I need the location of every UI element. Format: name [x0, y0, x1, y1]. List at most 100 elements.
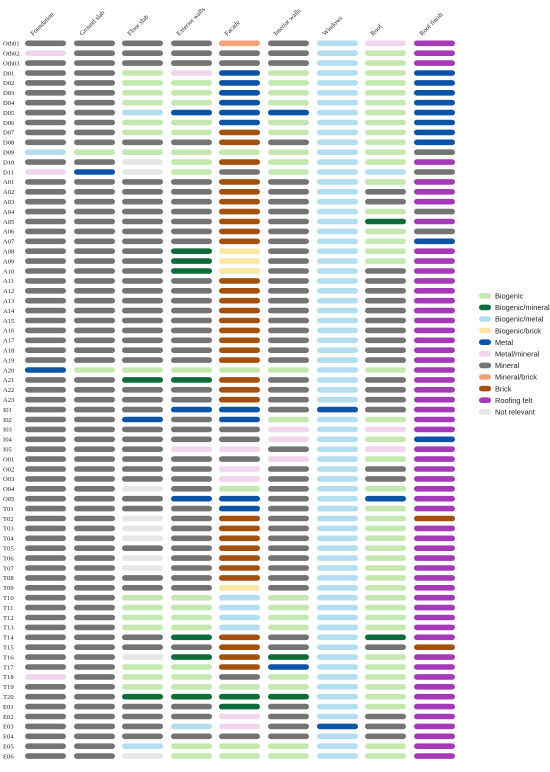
heatmap-cell	[365, 327, 406, 334]
heatmap-cell	[74, 575, 115, 581]
heatmap-cell	[219, 644, 260, 650]
heatmap-cell	[25, 594, 66, 601]
heatmap-cell	[365, 426, 406, 433]
heatmap-cell	[268, 624, 309, 631]
heatmap-cell	[122, 90, 163, 96]
heatmap-cell	[171, 416, 212, 423]
row-label: A23	[3, 397, 15, 404]
heatmap-cell	[25, 198, 66, 205]
row-labels: Oth01 Oth02 Oth03 D01 D02 D03 D04 D05 D06 D07 D08 D…	[3, 41, 20, 761]
row-label: D02	[3, 80, 14, 87]
heatmap-cell	[365, 278, 406, 284]
legend-label: Biogenic/metal	[495, 315, 544, 324]
heatmap-cell	[268, 505, 309, 512]
heatmap-cell	[365, 70, 406, 76]
heatmap-cell	[414, 337, 455, 344]
row-label: D01	[3, 70, 14, 77]
heatmap-cell	[171, 189, 212, 195]
heatmap-cell	[219, 515, 260, 522]
heatmap-cell	[25, 466, 66, 472]
heatmap-cell	[317, 733, 358, 740]
heatmap-cell	[122, 347, 163, 353]
heatmap-cell	[74, 90, 115, 96]
heatmap-cell	[171, 733, 212, 740]
heatmap-cell	[74, 684, 115, 690]
heatmap-cell	[365, 624, 406, 631]
heatmap-cell	[317, 644, 358, 650]
heatmap-cell	[268, 545, 309, 551]
heatmap-cell	[122, 644, 163, 650]
heatmap-cell	[268, 426, 309, 433]
heatmap-cell	[414, 723, 455, 730]
heatmap-cell	[365, 505, 406, 512]
heatmap-cell	[25, 733, 66, 740]
column-header: Facade	[223, 19, 241, 37]
heatmap-cell	[365, 337, 406, 344]
heatmap-cell	[365, 149, 406, 155]
heatmap-cell	[25, 535, 66, 542]
heatmap-cell	[74, 545, 115, 551]
heatmap-cell	[171, 208, 212, 215]
heatmap-cell	[414, 476, 455, 482]
heatmap-cell	[122, 693, 163, 700]
heatmap-cell	[219, 278, 260, 284]
heatmap-cell	[25, 337, 66, 344]
heatmap-cell	[414, 258, 455, 264]
heatmap-cell	[74, 664, 115, 670]
heatmap-cell	[268, 337, 309, 344]
heatmap-cell	[317, 317, 358, 324]
heatmap-cell	[25, 684, 66, 690]
heatmap-cell	[365, 317, 406, 324]
heatmap-cell	[365, 377, 406, 383]
heatmap-cell	[219, 288, 260, 294]
heatmap-cell	[219, 268, 260, 274]
row-label: E02	[3, 714, 14, 721]
heatmap-cell	[122, 139, 163, 146]
heatmap-cell	[25, 634, 66, 641]
heatmap-cell	[171, 594, 212, 601]
heatmap-cell	[317, 198, 358, 205]
row-label: A14	[3, 308, 15, 315]
heatmap-cell	[74, 713, 115, 720]
heatmap-cell	[414, 367, 455, 373]
heatmap-cell	[268, 495, 309, 502]
heatmap-cell	[268, 525, 309, 532]
heatmap-cell	[365, 486, 406, 492]
heatmap-cell	[25, 228, 66, 235]
heatmap-cell	[171, 674, 212, 680]
heatmap-cell	[414, 535, 455, 542]
heatmap-cell	[414, 198, 455, 205]
heatmap-cell	[365, 268, 406, 274]
heatmap-cell	[317, 268, 358, 274]
heatmap-cell	[219, 228, 260, 235]
heatmap-cell	[414, 208, 455, 215]
heatmap-cell	[268, 703, 309, 710]
heatmap-cell	[268, 743, 309, 749]
heatmap-cell	[122, 317, 163, 324]
heatmap-cell	[219, 585, 260, 591]
legend-swatch	[479, 397, 491, 403]
row-label: A20	[3, 367, 15, 374]
heatmap-cell	[317, 486, 358, 492]
heatmap-cell	[365, 684, 406, 690]
heatmap-cell	[365, 664, 406, 670]
heatmap-cell	[365, 753, 406, 759]
heatmap-cell	[268, 664, 309, 670]
heatmap-cell	[317, 50, 358, 56]
heatmap-cell	[219, 466, 260, 472]
heatmap-cell	[365, 634, 406, 641]
heatmap-cell	[317, 218, 358, 225]
heatmap-cell	[365, 416, 406, 423]
heatmap-cell	[414, 624, 455, 631]
heatmap-cell	[219, 347, 260, 353]
heatmap-cell	[219, 495, 260, 502]
heatmap-cell	[268, 387, 309, 393]
heatmap-cell	[414, 456, 455, 462]
heatmap-cell	[171, 436, 212, 443]
heatmap-cell	[414, 278, 455, 284]
row-label: O01	[3, 456, 14, 463]
heatmap-cell	[122, 189, 163, 195]
heatmap-cell	[122, 703, 163, 710]
row-label: E06	[3, 753, 14, 760]
heatmap-cell	[25, 674, 66, 680]
